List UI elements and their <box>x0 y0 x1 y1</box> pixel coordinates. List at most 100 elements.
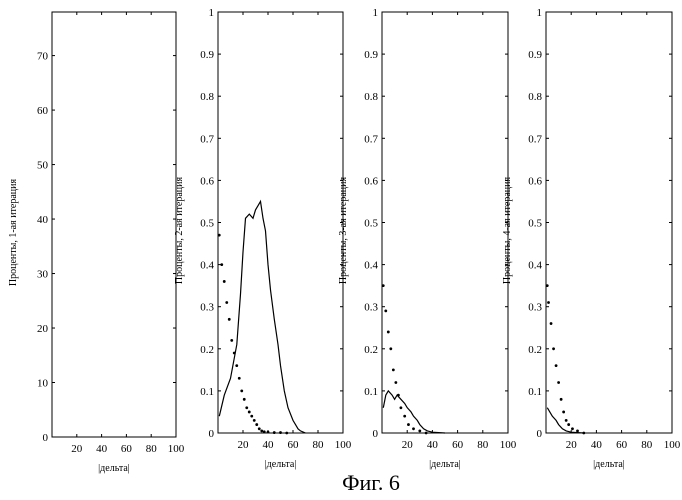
data-point <box>547 301 550 304</box>
x-tick-label: 100 <box>335 439 352 451</box>
y-tick-label: 1 <box>209 7 215 19</box>
y-tick-label: 0.9 <box>200 49 214 61</box>
figure: 01020304050607020406080100|дельта|Процен… <box>0 0 682 500</box>
data-point <box>400 406 403 409</box>
x-tick-label: 80 <box>313 439 325 451</box>
y-tick-label: 0 <box>43 432 49 444</box>
y-tick-label: 0.6 <box>528 175 542 187</box>
plot-frame <box>382 12 508 433</box>
data-point <box>562 411 565 414</box>
data-point <box>382 284 385 287</box>
x-tick-label: 20 <box>566 439 578 451</box>
data-point <box>273 431 276 434</box>
y-tick-label: 0.2 <box>528 344 542 356</box>
data-point <box>225 301 228 304</box>
x-tick-label: 100 <box>664 439 681 451</box>
data-point <box>412 427 415 430</box>
data-point <box>394 381 397 384</box>
data-point <box>389 347 392 350</box>
data-point <box>248 411 251 414</box>
data-point <box>418 429 421 432</box>
data-point <box>582 432 585 435</box>
data-point <box>576 429 579 432</box>
x-tick-label: 60 <box>121 443 133 455</box>
y-tick-label: 10 <box>37 378 49 390</box>
x-tick-label: 100 <box>500 439 517 451</box>
x-tick-label: 80 <box>477 439 489 451</box>
x-tick-label: 40 <box>591 439 603 451</box>
x-tick-label: 60 <box>452 439 464 451</box>
x-tick-label: 40 <box>96 443 108 455</box>
x-axis-label: |дельта| <box>265 459 297 470</box>
data-point <box>240 390 243 393</box>
data-point <box>425 432 428 435</box>
y-tick-label: 0.5 <box>200 218 214 230</box>
x-tick-label: 20 <box>238 439 250 451</box>
y-tick-label: 0.4 <box>528 260 542 272</box>
x-tick-label: 60 <box>616 439 628 451</box>
plot-frame <box>218 12 343 433</box>
y-tick-label: 0 <box>537 428 543 440</box>
y-tick-label: 0.7 <box>528 133 542 145</box>
x-axis-label: |дельта| <box>98 463 130 474</box>
y-tick-label: 0.9 <box>528 49 542 61</box>
data-point <box>392 368 395 371</box>
data-point <box>384 310 387 313</box>
x-tick-label: 80 <box>641 439 653 451</box>
y-tick-label: 0.8 <box>528 91 542 103</box>
panel-1-iteration: 01020304050607020406080100|дельта|Процен… <box>8 12 185 474</box>
data-point <box>263 430 266 433</box>
y-tick-label: 60 <box>37 105 49 117</box>
data-point <box>238 377 241 380</box>
data-point <box>258 427 261 430</box>
x-tick-label: 100 <box>168 443 185 455</box>
series-line <box>383 391 445 433</box>
y-tick-label: 0.7 <box>200 133 214 145</box>
data-point <box>279 431 282 434</box>
x-tick-label: 60 <box>288 439 300 451</box>
data-point <box>407 423 410 426</box>
y-axis-label: Проценты, 2-ая итерация <box>174 176 185 284</box>
data-point <box>220 263 223 266</box>
data-point <box>285 432 288 435</box>
series-line <box>219 201 305 433</box>
data-point <box>546 284 549 287</box>
y-tick-label: 0.8 <box>200 91 214 103</box>
y-tick-label: 0.3 <box>364 302 378 314</box>
x-tick-label: 20 <box>71 443 83 455</box>
y-tick-label: 0.2 <box>364 344 378 356</box>
data-point <box>552 347 555 350</box>
y-tick-label: 0.1 <box>200 386 214 398</box>
data-point <box>571 427 574 430</box>
data-point <box>218 234 221 237</box>
y-tick-label: 70 <box>37 51 49 63</box>
data-point <box>230 339 233 342</box>
y-tick-label: 50 <box>37 160 49 172</box>
x-axis-label: |дельта| <box>593 459 625 470</box>
data-point <box>567 423 570 426</box>
data-point <box>555 364 558 367</box>
panel-2-iteration: 00.10.20.30.40.50.60.70.80.9120406080100… <box>174 7 352 470</box>
y-tick-label: 0.8 <box>364 91 378 103</box>
data-point <box>260 429 263 432</box>
y-tick-label: 0.3 <box>528 302 542 314</box>
data-point <box>550 322 553 325</box>
data-point <box>228 318 231 321</box>
y-tick-label: 0.2 <box>200 344 214 356</box>
data-point <box>253 419 256 422</box>
figure-caption: Фиг. 6 <box>342 470 400 495</box>
data-point <box>560 398 563 401</box>
y-tick-label: 0.5 <box>364 218 378 230</box>
y-tick-label: 0 <box>373 428 379 440</box>
x-tick-label: 20 <box>402 439 414 451</box>
x-tick-label: 40 <box>263 439 275 451</box>
y-tick-label: 1 <box>373 7 379 19</box>
data-point <box>267 431 270 434</box>
y-axis-label: Проценты, 1-ая итерация <box>8 178 19 286</box>
data-point <box>387 331 390 334</box>
y-tick-label: 0.9 <box>364 49 378 61</box>
data-point <box>235 364 238 367</box>
y-tick-label: 1 <box>537 7 543 19</box>
y-tick-label: 0 <box>209 428 215 440</box>
data-point <box>403 415 406 418</box>
